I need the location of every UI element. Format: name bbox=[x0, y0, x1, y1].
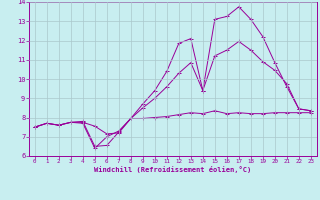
X-axis label: Windchill (Refroidissement éolien,°C): Windchill (Refroidissement éolien,°C) bbox=[94, 166, 252, 173]
